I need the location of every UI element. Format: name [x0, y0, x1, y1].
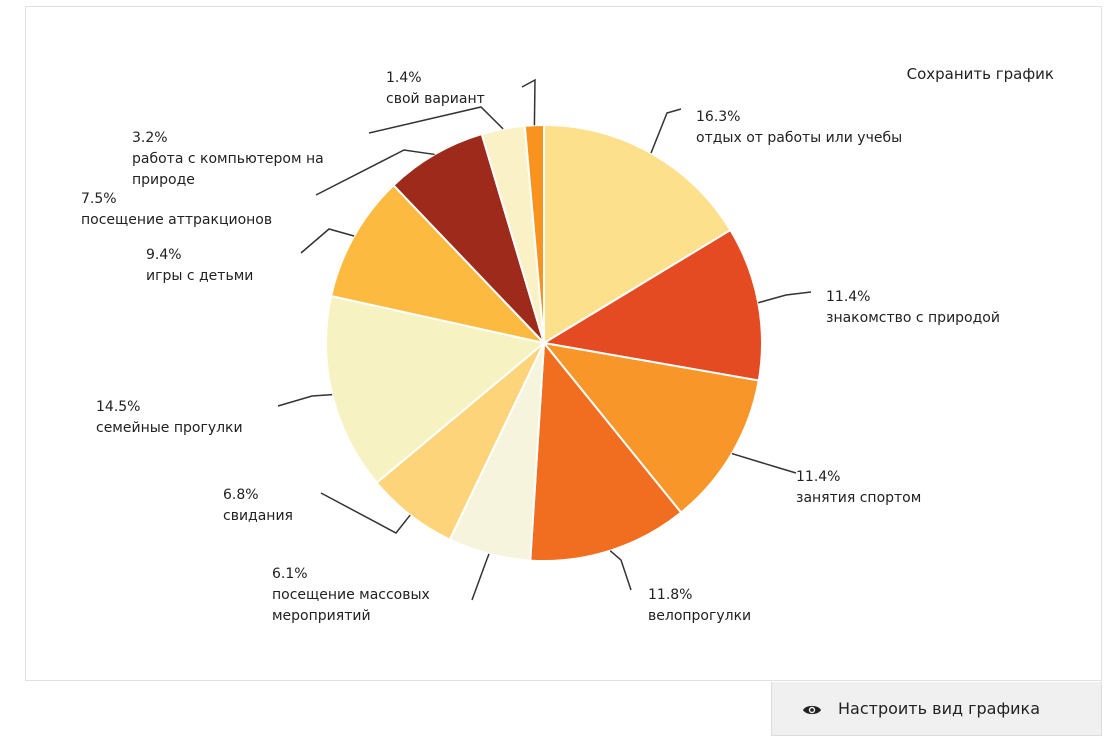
slice-category-label: природе [132, 172, 195, 188]
leader-line [521, 78, 536, 126]
chart-panel: 16.3% отдых от работы или учебы 11.4% знако… [25, 6, 1102, 681]
leader-line [368, 106, 504, 134]
leader-line [471, 553, 490, 601]
pie-slice[interactable] [541, 341, 760, 514]
slice-category-label: велопрогулки [648, 608, 751, 624]
slice-category-label: знакомство с природой [826, 310, 1000, 326]
slice-category-label: свой вариант [386, 91, 485, 107]
slice-percent-label: 6.1% [272, 566, 308, 582]
leader-line [609, 550, 632, 591]
slice-category-label: семейные прогулки [96, 420, 243, 436]
slice-percent-label: 1.4% [386, 70, 422, 86]
slice-percent-label: 14.5% [96, 399, 140, 415]
leader-line [758, 291, 812, 304]
slice-percent-label: 7.5% [81, 191, 117, 207]
save-chart-link[interactable]: Сохранить график [906, 65, 1054, 83]
slice-category-label: занятия спортом [796, 490, 921, 506]
leader-line [315, 149, 435, 196]
leader-line [277, 393, 333, 407]
eye-icon [802, 702, 822, 716]
pie-slice[interactable] [543, 123, 732, 345]
pie-slice[interactable] [392, 132, 545, 344]
pie-slice[interactable] [325, 294, 547, 485]
slice-percent-label: 6.8% [223, 487, 259, 503]
slice-category-label: посещение аттракционов [81, 212, 272, 228]
slice-category-label: мероприятий [272, 608, 371, 624]
slice-category-label: работа с компьютером на [132, 151, 324, 167]
slice-percent-label: 11.8% [648, 587, 692, 603]
leader-line [300, 228, 355, 254]
slice-category-label: отдых от работы или учебы [696, 130, 902, 146]
slice-percent-label: 9.4% [146, 247, 182, 263]
leader-line [731, 452, 797, 474]
slice-percent-label: 3.2% [132, 130, 168, 146]
slice-category-label: свидания [223, 508, 293, 524]
slice-percent-label: 11.4% [796, 469, 840, 485]
pie-slice[interactable] [541, 228, 763, 382]
slice-percent-label: 16.3% [696, 109, 740, 125]
pie-chart: 16.3% отдых от работы или учебы 11.4% знако… [81, 70, 1000, 624]
leader-line [320, 492, 411, 534]
pie-slice[interactable] [329, 183, 547, 345]
chart-settings-button[interactable]: Настроить вид графика [771, 682, 1102, 736]
slice-percent-label: 11.4% [826, 289, 870, 305]
slice-category-label: игры с детьми [146, 268, 253, 284]
chart-settings-label: Настроить вид графика [838, 699, 1041, 718]
leader-line [650, 108, 682, 154]
slice-category-label: посещение массовых [272, 587, 430, 603]
pie-slice[interactable] [529, 340, 683, 562]
